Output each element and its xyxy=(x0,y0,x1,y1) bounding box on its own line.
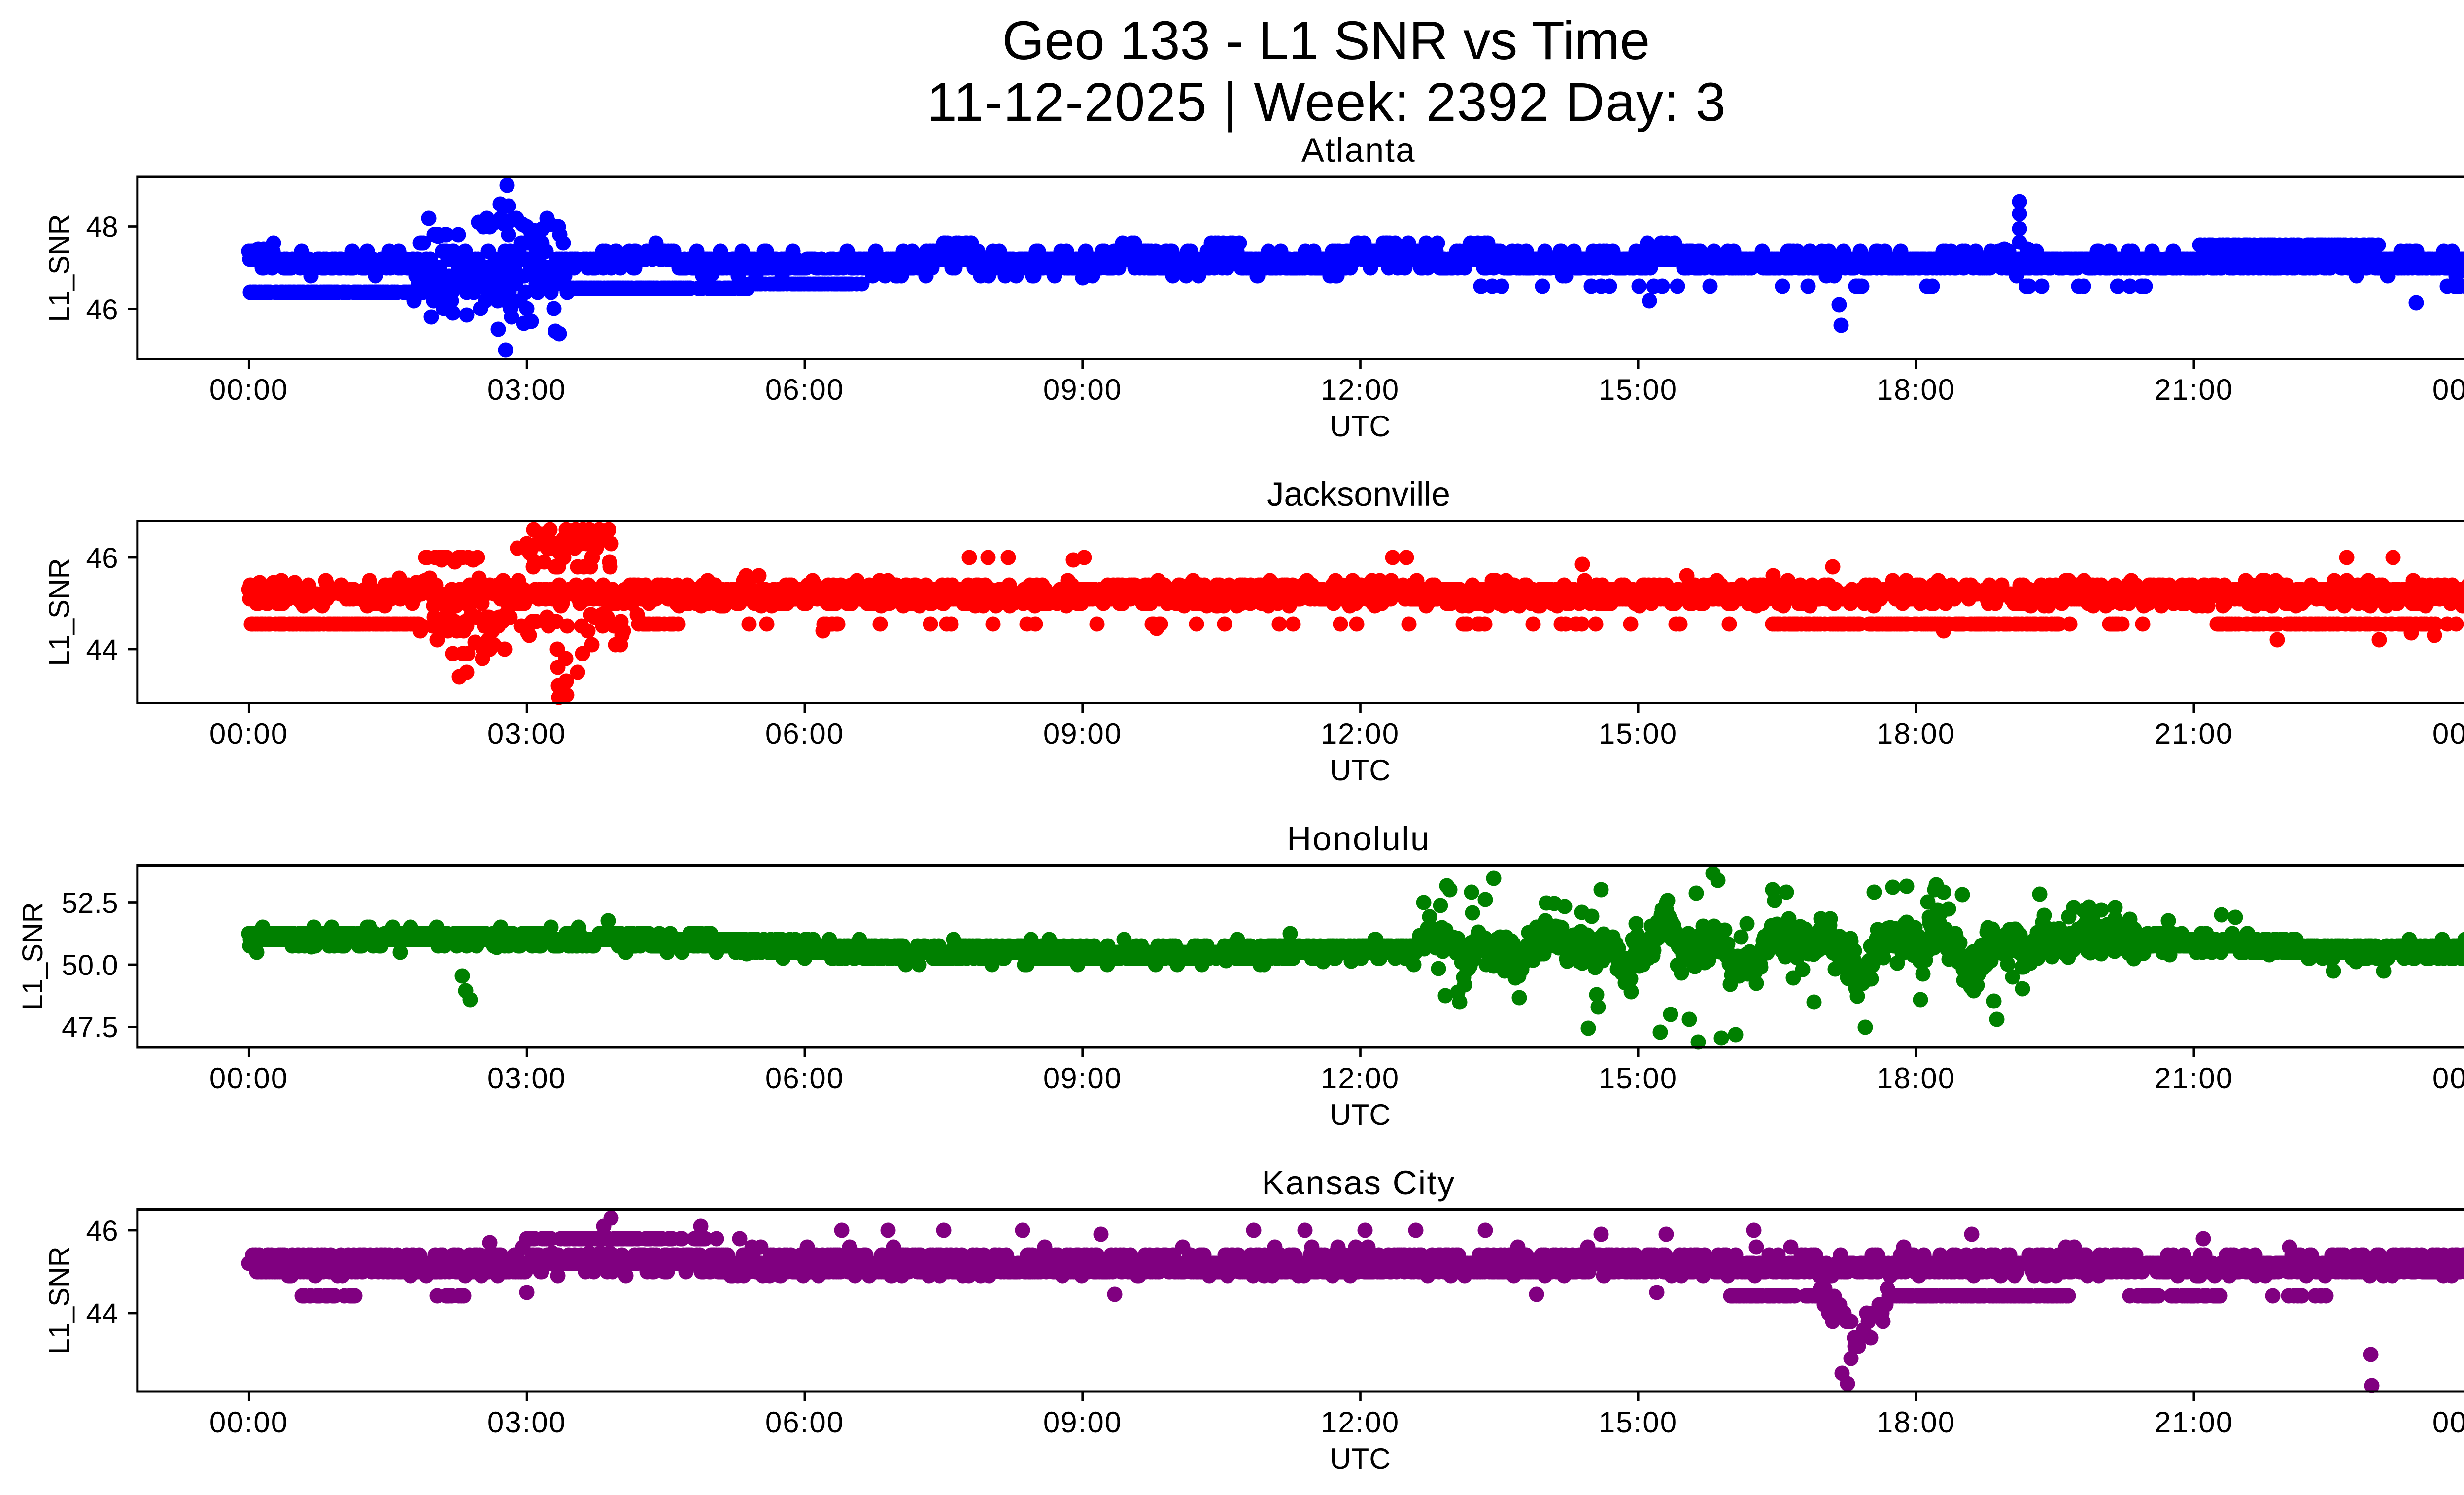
svg-text:46: 46 xyxy=(86,542,118,574)
svg-text:09:00: 09:00 xyxy=(1043,373,1122,406)
svg-text:03:00: 03:00 xyxy=(487,373,566,406)
svg-text:Jacksonville: Jacksonville xyxy=(1267,475,1450,513)
svg-text:03:00: 03:00 xyxy=(487,1406,566,1439)
svg-text:44: 44 xyxy=(86,634,118,666)
svg-text:18:00: 18:00 xyxy=(1877,1062,1955,1095)
svg-text:21:00: 21:00 xyxy=(2155,1062,2233,1095)
svg-text:46: 46 xyxy=(86,294,118,326)
svg-text:12:00: 12:00 xyxy=(1321,373,1400,406)
svg-text:09:00: 09:00 xyxy=(1043,1406,1122,1439)
svg-text:15:00: 15:00 xyxy=(1599,1062,1677,1095)
svg-text:03:00: 03:00 xyxy=(487,1062,566,1095)
svg-text:00:00: 00:00 xyxy=(2432,373,2464,406)
svg-text:UTC: UTC xyxy=(1330,754,1390,787)
svg-text:UTC: UTC xyxy=(1330,410,1390,443)
svg-text:00:00: 00:00 xyxy=(2432,1406,2464,1439)
svg-text:11-12-2025 | Week: 2392 Day: 3: 11-12-2025 | Week: 2392 Day: 3 xyxy=(927,72,1727,133)
svg-text:00:00: 00:00 xyxy=(209,373,288,406)
svg-text:47.5: 47.5 xyxy=(62,1011,118,1043)
svg-text:00:00: 00:00 xyxy=(209,717,288,750)
svg-text:15:00: 15:00 xyxy=(1599,1406,1677,1439)
svg-text:06:00: 06:00 xyxy=(765,1406,844,1439)
svg-text:21:00: 21:00 xyxy=(2155,373,2233,406)
svg-text:44: 44 xyxy=(86,1298,118,1330)
svg-text:Kansas City: Kansas City xyxy=(1262,1164,1455,1202)
svg-text:12:00: 12:00 xyxy=(1321,1406,1400,1439)
svg-text:L1_SNR: L1_SNR xyxy=(43,558,75,666)
svg-text:15:00: 15:00 xyxy=(1599,373,1677,406)
svg-text:50.0: 50.0 xyxy=(62,949,118,981)
svg-text:48: 48 xyxy=(86,211,118,243)
svg-text:L1_SNR: L1_SNR xyxy=(17,902,49,1010)
svg-text:UTC: UTC xyxy=(1330,1098,1390,1131)
svg-text:18:00: 18:00 xyxy=(1877,1406,1955,1439)
svg-text:Geo 133 - L1 SNR vs Time: Geo 133 - L1 SNR vs Time xyxy=(1002,10,1650,71)
svg-text:06:00: 06:00 xyxy=(765,1062,844,1095)
svg-text:00:00: 00:00 xyxy=(209,1062,288,1095)
svg-text:06:00: 06:00 xyxy=(765,373,844,406)
svg-text:06:00: 06:00 xyxy=(765,717,844,750)
svg-text:21:00: 21:00 xyxy=(2155,1406,2233,1439)
svg-text:00:00: 00:00 xyxy=(2432,1062,2464,1095)
svg-text:L1_SNR: L1_SNR xyxy=(43,1246,75,1354)
svg-text:03:00: 03:00 xyxy=(487,717,566,750)
svg-text:00:00: 00:00 xyxy=(209,1406,288,1439)
svg-text:00:00: 00:00 xyxy=(2432,717,2464,750)
svg-text:UTC: UTC xyxy=(1330,1442,1390,1475)
svg-text:12:00: 12:00 xyxy=(1321,717,1400,750)
svg-text:09:00: 09:00 xyxy=(1043,717,1122,750)
svg-text:21:00: 21:00 xyxy=(2155,717,2233,750)
svg-text:46: 46 xyxy=(86,1215,118,1247)
svg-text:09:00: 09:00 xyxy=(1043,1062,1122,1095)
svg-text:15:00: 15:00 xyxy=(1599,717,1677,750)
svg-text:12:00: 12:00 xyxy=(1321,1062,1400,1095)
svg-text:Honolulu: Honolulu xyxy=(1287,820,1431,858)
svg-text:L1_SNR: L1_SNR xyxy=(43,214,75,322)
svg-text:18:00: 18:00 xyxy=(1877,717,1955,750)
svg-text:18:00: 18:00 xyxy=(1877,373,1955,406)
svg-text:Atlanta: Atlanta xyxy=(1301,131,1416,169)
svg-text:52.5: 52.5 xyxy=(62,887,118,919)
